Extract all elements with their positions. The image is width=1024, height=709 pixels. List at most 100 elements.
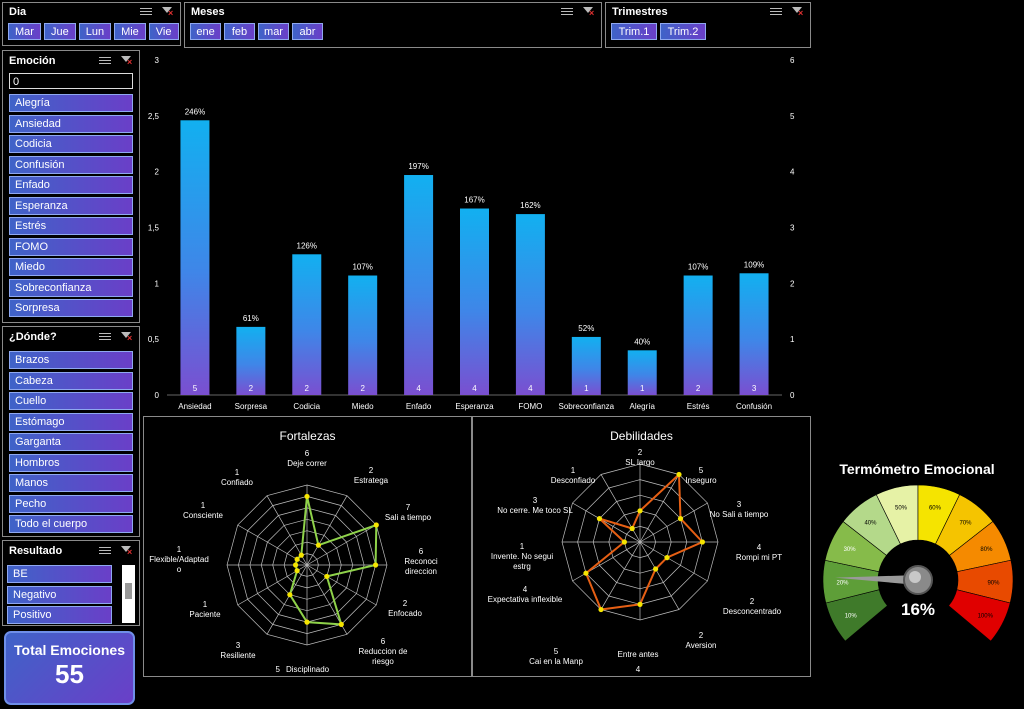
multi-select-icon[interactable] [99, 546, 111, 556]
clear-filter-icon[interactable] [121, 332, 133, 343]
slicer-item[interactable]: Manos [9, 474, 133, 492]
slicer-item[interactable]: Positivo [7, 606, 112, 624]
radar-point [294, 568, 300, 574]
radar-axis-value: 1 [520, 542, 525, 551]
multi-select-icon[interactable] [99, 56, 111, 66]
slicer-item[interactable]: Sorpresa [9, 299, 133, 317]
radar-axis-label: Desconfiado [551, 476, 596, 485]
multi-select-icon[interactable] [140, 7, 152, 17]
radar-axis-value: 6 [305, 449, 310, 458]
slicer-item[interactable]: feb [224, 23, 255, 40]
slicer-item[interactable]: Negativo [7, 585, 112, 604]
radar-spoke [600, 474, 641, 543]
debilidades-panel [472, 416, 811, 677]
slicer-item[interactable]: Cabeza [9, 371, 133, 390]
gauge-segment-label: 70% [960, 520, 973, 526]
slicer-item[interactable]: Estómago [9, 412, 133, 431]
radar-point [596, 516, 603, 522]
slicer-item[interactable]: mar [258, 23, 289, 40]
radar-axis-label-group: 3No Sali a tiempo [710, 500, 769, 519]
radar-axis-label-group: 3No cerre. Me toco SL [497, 496, 573, 515]
bar-value-label: 126% [297, 241, 317, 250]
bar [180, 120, 210, 396]
clear-filter-icon[interactable] [162, 7, 174, 18]
slicer-item[interactable]: Estrés [9, 217, 133, 235]
slicer-item[interactable]: Codicia [9, 135, 133, 153]
y-tick-label: 1 [155, 279, 160, 288]
slicer-item[interactable]: Vie [148, 23, 179, 40]
radar-axis-value: 3 [533, 496, 538, 505]
total-label: Total Emociones [14, 642, 125, 658]
slicer-item[interactable]: Ansiedad [9, 114, 133, 133]
slicer-item[interactable]: Trim.1 [611, 23, 657, 40]
slicer-item[interactable]: Brazos [9, 351, 133, 369]
slicer-item[interactable]: Todo el cuerpo [9, 515, 133, 533]
clear-filter-icon[interactable] [121, 56, 133, 67]
slicer-item[interactable]: Hombros [9, 453, 133, 472]
total-value: 55 [55, 659, 84, 689]
radar-axis-label-group: 5 Disciplinado [276, 665, 330, 674]
multi-select-icon[interactable] [99, 332, 111, 342]
radar-axis-label: Aversion [686, 641, 717, 650]
radar-point [294, 556, 300, 562]
slicer-item[interactable]: Trim.2 [660, 23, 706, 40]
radar-point [292, 562, 299, 568]
slicer-item[interactable]: abr [292, 23, 323, 40]
slicer-item[interactable]: Miedo [9, 258, 133, 276]
radar-spoke [266, 564, 308, 635]
radar-axis-value: 3 [737, 500, 742, 509]
slicer-item[interactable]: Lun [78, 23, 112, 40]
bar-value-label: 61% [243, 314, 259, 323]
resultado-scrollbar[interactable] [122, 565, 135, 623]
slicer-item[interactable]: ene [190, 23, 221, 40]
slicer-item[interactable]: Alegría [9, 94, 133, 112]
x-tick-label: Alegría [630, 402, 656, 411]
x-tick-label: Sorpresa [235, 402, 268, 411]
slicer-item[interactable]: Esperanza [9, 196, 133, 215]
slicer-item[interactable]: Mie [114, 23, 146, 40]
slicer-item[interactable]: FOMO [9, 237, 133, 256]
clear-filter-icon[interactable] [583, 7, 595, 18]
scrollbar-thumb[interactable] [125, 583, 132, 599]
radar-axis-label: Paciente [189, 610, 221, 619]
bar-count-label: 3 [752, 384, 757, 393]
slicer-item[interactable]: Enfado [9, 176, 133, 194]
radar-spoke [306, 495, 348, 566]
slicer-trimestres-items: Trim.1 Trim.2 [606, 21, 810, 42]
y-tick-label: 3 [155, 56, 160, 65]
multi-select-icon[interactable] [770, 7, 782, 17]
slicer-trimestres: Trimestres Trim.1 Trim.2 [605, 2, 811, 48]
slicer-item[interactable]: Jue [43, 23, 76, 40]
slicer-trimestres-title: Trimestres [612, 6, 668, 18]
multi-select-icon[interactable] [561, 7, 573, 17]
bar-value-label: 162% [520, 201, 540, 210]
clear-filter-icon[interactable] [792, 7, 804, 18]
slicer-item[interactable]: Sobreconfianza [9, 278, 133, 297]
slicer-item[interactable]: Mar [8, 23, 41, 40]
bar-value-label: 107% [352, 263, 372, 272]
bar [404, 175, 434, 395]
radar-axis-label: Estratega [354, 476, 389, 485]
gauge-segment-label: 80% [980, 547, 993, 553]
emocion-search-input[interactable]: 0 [9, 73, 133, 89]
clear-filter-icon[interactable] [121, 546, 133, 557]
gauge-segment-label: 30% [844, 547, 857, 553]
radar-axis-label: SL largo [625, 458, 655, 467]
slicer-item[interactable]: Garganta [9, 433, 133, 451]
gauge-segment-label: 20% [837, 580, 850, 586]
bar-value-label: 52% [578, 324, 594, 333]
slicer-item[interactable]: BE [7, 565, 112, 583]
slicer-item[interactable]: Cuello [9, 392, 133, 410]
slicer-item[interactable]: Confusión [9, 155, 133, 174]
slicer-item[interactable]: Pecho [9, 494, 133, 513]
bar-count-label: 4 [472, 384, 477, 393]
